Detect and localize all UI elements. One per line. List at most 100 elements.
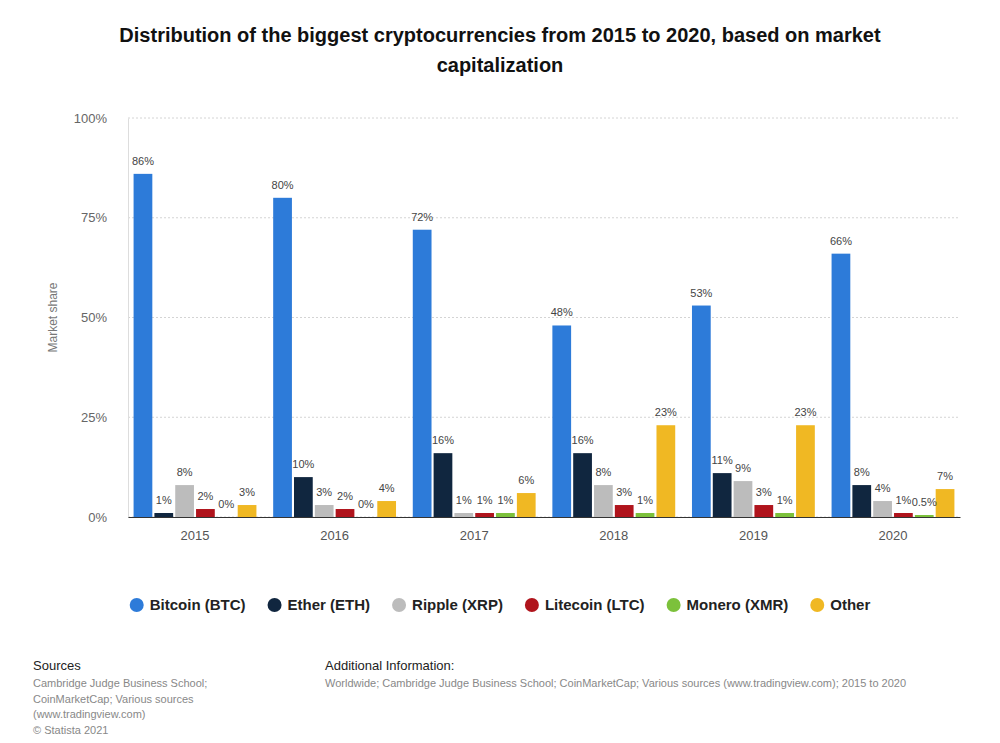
sources-line: © Statista 2021 xyxy=(33,724,108,736)
bar xyxy=(413,230,432,517)
bar xyxy=(154,513,173,517)
series xyxy=(175,481,892,517)
y-tick-label: 75% xyxy=(81,210,107,225)
bar xyxy=(496,513,515,517)
legend: Bitcoin (BTC) Ether (ETH) Ripple (XRP) Lite… xyxy=(130,596,871,613)
data-label: 1% xyxy=(156,494,172,506)
additional-info-line: Worldwide; Cambridge Judge Business Scho… xyxy=(325,677,906,689)
sources: Sources Cambridge Judge Business School; C… xyxy=(33,658,207,736)
legend-swatch xyxy=(667,598,681,612)
bar xyxy=(377,501,396,517)
grid-line xyxy=(128,118,960,119)
legend-item: Bitcoin (BTC) xyxy=(130,596,246,613)
data-label: 10% xyxy=(292,458,314,470)
y-tick: 50% xyxy=(81,310,107,325)
data-label: 8% xyxy=(595,466,611,478)
y-tick: 75% xyxy=(81,210,107,225)
x-tick: 2016 xyxy=(320,528,349,543)
data-label: 86% xyxy=(132,155,154,167)
series xyxy=(134,174,851,517)
data-labels: 86%80%72%48%53%66%1%10%16%16%11%8%8%3%1%… xyxy=(132,155,953,510)
data-label: 53% xyxy=(690,287,712,299)
bar xyxy=(434,453,453,517)
bar xyxy=(454,513,473,517)
bar xyxy=(615,505,634,517)
sources-line: CoinMarketCap; Various sources xyxy=(33,693,194,705)
y-tick: 100% xyxy=(74,111,108,126)
legend-item: Monero (XMR) xyxy=(667,596,789,613)
data-label: 2% xyxy=(197,490,213,502)
legend-label: Ether (ETH) xyxy=(288,596,371,613)
bar xyxy=(552,325,571,517)
data-label: 4% xyxy=(875,482,891,494)
data-label: 7% xyxy=(937,470,953,482)
bar xyxy=(336,509,355,517)
bar xyxy=(796,425,815,517)
y-tick: 0% xyxy=(88,510,107,525)
bar xyxy=(734,481,753,517)
x-tick: 2020 xyxy=(879,528,908,543)
sources-line: (www.tradingview.com) xyxy=(33,708,145,720)
legend-item: Ripple (XRP) xyxy=(392,596,503,613)
data-label: 0% xyxy=(218,498,234,510)
data-label: 16% xyxy=(572,434,594,446)
data-label: 72% xyxy=(411,211,433,223)
legend-label: Monero (XMR) xyxy=(687,596,789,613)
legend-label: Litecoin (LTC) xyxy=(545,596,645,613)
legend-swatch xyxy=(525,598,539,612)
x-tick-label: 2015 xyxy=(181,528,210,543)
legend-item: Other xyxy=(810,596,870,613)
bar xyxy=(656,425,675,517)
data-label: 1% xyxy=(777,494,793,506)
x-tick: 2018 xyxy=(599,528,628,543)
data-label: 3% xyxy=(756,486,772,498)
grid-line xyxy=(128,217,960,218)
data-label: 16% xyxy=(432,434,454,446)
x-tick-label: 2019 xyxy=(739,528,768,543)
data-label: 23% xyxy=(655,406,677,418)
y-axis: 0%25%50%75%100% xyxy=(74,111,129,525)
bar xyxy=(713,473,732,517)
bar xyxy=(832,254,851,517)
y-axis-line xyxy=(128,119,129,518)
y-tick-label: 0% xyxy=(88,510,107,525)
data-label: 66% xyxy=(830,235,852,247)
legend-swatch xyxy=(268,598,282,612)
data-label: 0.5% xyxy=(912,496,937,508)
chart: Distribution of the biggest cryptocurren… xyxy=(0,0,1000,743)
sources-line: Cambridge Judge Business School; xyxy=(33,677,207,689)
additional-info-title: Additional Information: xyxy=(325,658,454,673)
data-label: 9% xyxy=(735,462,751,474)
bars xyxy=(134,174,955,517)
data-label: 4% xyxy=(379,482,395,494)
legend-swatch xyxy=(392,598,406,612)
bar xyxy=(894,513,913,517)
bar xyxy=(315,505,334,517)
legend-swatch xyxy=(810,598,824,612)
data-label: 3% xyxy=(316,486,332,498)
bar xyxy=(175,485,194,517)
bar xyxy=(475,513,494,517)
y-axis-title: Market share xyxy=(46,282,60,352)
sources-title: Sources xyxy=(33,658,81,673)
data-label: 3% xyxy=(239,486,255,498)
bar xyxy=(936,489,955,517)
y-tick-label: 100% xyxy=(74,111,108,126)
bar xyxy=(852,485,871,517)
bar xyxy=(873,501,892,517)
bar xyxy=(754,505,773,517)
x-axis-line xyxy=(129,517,961,518)
x-tick-label: 2018 xyxy=(599,528,628,543)
data-label: 23% xyxy=(794,406,816,418)
y-tick-label: 50% xyxy=(81,310,107,325)
data-label: 8% xyxy=(177,466,193,478)
bar xyxy=(294,477,313,517)
bar xyxy=(196,509,215,517)
data-label: 1% xyxy=(497,494,513,506)
data-label: 1% xyxy=(456,494,472,506)
legend-swatch xyxy=(130,598,144,612)
bar xyxy=(517,493,536,517)
bar xyxy=(636,513,655,517)
series xyxy=(496,513,934,517)
legend-item: Ether (ETH) xyxy=(268,596,371,613)
